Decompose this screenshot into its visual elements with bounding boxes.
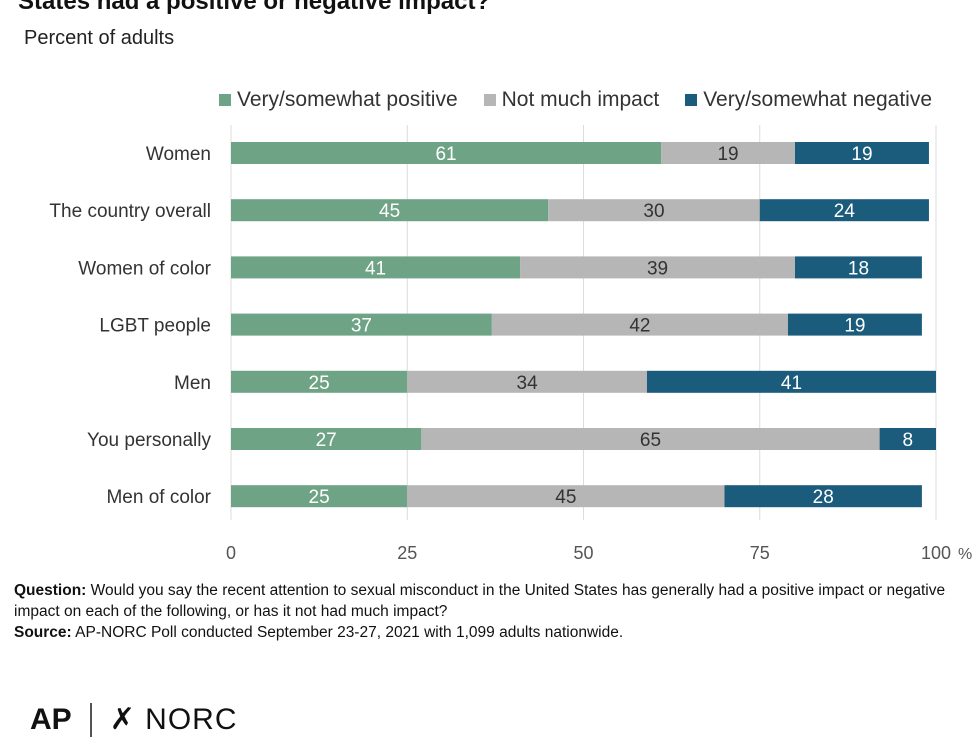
legend-label-positive: Very/somewhat positive [237, 88, 458, 111]
x-tick-label: 0 [226, 543, 236, 563]
category-label: LGBT people [99, 316, 211, 337]
data-label: 39 [647, 258, 668, 279]
bar-segment [759, 199, 929, 222]
category-label: The country overall [49, 201, 211, 222]
chart-subtitle: Percent of adults [24, 27, 175, 49]
legend-swatch-neutral [483, 94, 496, 106]
bar-segment [231, 485, 408, 508]
category-label: Men [174, 373, 211, 394]
data-label: 41 [781, 373, 802, 394]
bar-segment [724, 485, 922, 508]
bar-segment [491, 313, 788, 336]
bar-segment [787, 313, 922, 336]
bar-segment [646, 370, 936, 393]
data-label: 24 [834, 201, 856, 222]
bar-segment [795, 256, 922, 279]
bar-segment [548, 199, 760, 222]
data-label: 41 [365, 258, 386, 279]
data-label: 27 [316, 430, 337, 451]
data-label: 18 [848, 258, 869, 279]
x-tick-label: 100 [921, 543, 951, 563]
category-label: You personally [87, 430, 211, 451]
category-label: Women [146, 144, 211, 165]
footnote-source: Source: AP-NORC Poll conducted September… [14, 622, 964, 643]
question-label: Question: [14, 582, 87, 599]
bar-segment [520, 256, 795, 279]
x-tick-label: 25 [397, 543, 417, 563]
legend-item-positive: Very/somewhat positive [219, 88, 458, 112]
x-unit-label: % [958, 546, 972, 563]
data-label: 25 [309, 487, 330, 508]
category-label: Women of color [78, 258, 211, 279]
data-label: 42 [629, 316, 650, 337]
bar-segment [661, 142, 795, 164]
bar-segment [231, 313, 492, 336]
data-label: 45 [555, 487, 576, 508]
legend: Very/somewhat positive Not much impact V… [219, 88, 932, 112]
bar-segment [879, 428, 936, 450]
data-label: 25 [309, 373, 330, 394]
data-label: 19 [851, 144, 872, 165]
data-label: 8 [903, 430, 914, 451]
legend-swatch-negative [685, 94, 698, 106]
data-label: 65 [640, 430, 661, 451]
data-label: 19 [844, 316, 865, 337]
data-label: 19 [717, 144, 738, 165]
legend-item-negative: Very/somewhat negative [685, 88, 932, 112]
data-label: 30 [643, 201, 664, 222]
data-label: 34 [517, 373, 539, 394]
stacked-bar-chart: Women 61 19 19 The country overall 45 30 24 Wome… [49, 125, 972, 563]
source-text: AP-NORC Poll conducted September 23-27, … [75, 624, 624, 641]
bar-segment [407, 485, 725, 508]
source-label: Source: [14, 624, 72, 641]
data-label: 28 [813, 487, 834, 508]
bar-segment [231, 256, 521, 279]
data-label: 61 [435, 144, 456, 165]
footnote-question: Question: Would you say the recent atten… [14, 580, 964, 622]
question-text: Would you say the recent attention to se… [14, 582, 946, 620]
x-tick-label: 75 [750, 543, 770, 563]
bar-segment [231, 428, 422, 450]
bar-segment [231, 199, 549, 222]
x-tick-label: 50 [573, 543, 593, 563]
category-label: Men of color [106, 487, 211, 508]
legend-item-neutral: Not much impact [483, 88, 660, 112]
footnote: Question: Would you say the recent atten… [14, 580, 964, 643]
bar-segment [231, 370, 408, 393]
bar-segment [231, 142, 662, 164]
legend-label-negative: Very/somewhat negative [703, 88, 932, 111]
data-label: 37 [351, 316, 372, 337]
bar-segment [421, 428, 880, 450]
bar-segment [407, 370, 647, 393]
bar-segment [795, 142, 929, 164]
chart-title: States had a positive or negative impact… [18, 0, 491, 15]
legend-label-neutral: Not much impact [501, 88, 660, 111]
data-label: 45 [379, 201, 400, 222]
legend-swatch-positive [219, 94, 232, 106]
